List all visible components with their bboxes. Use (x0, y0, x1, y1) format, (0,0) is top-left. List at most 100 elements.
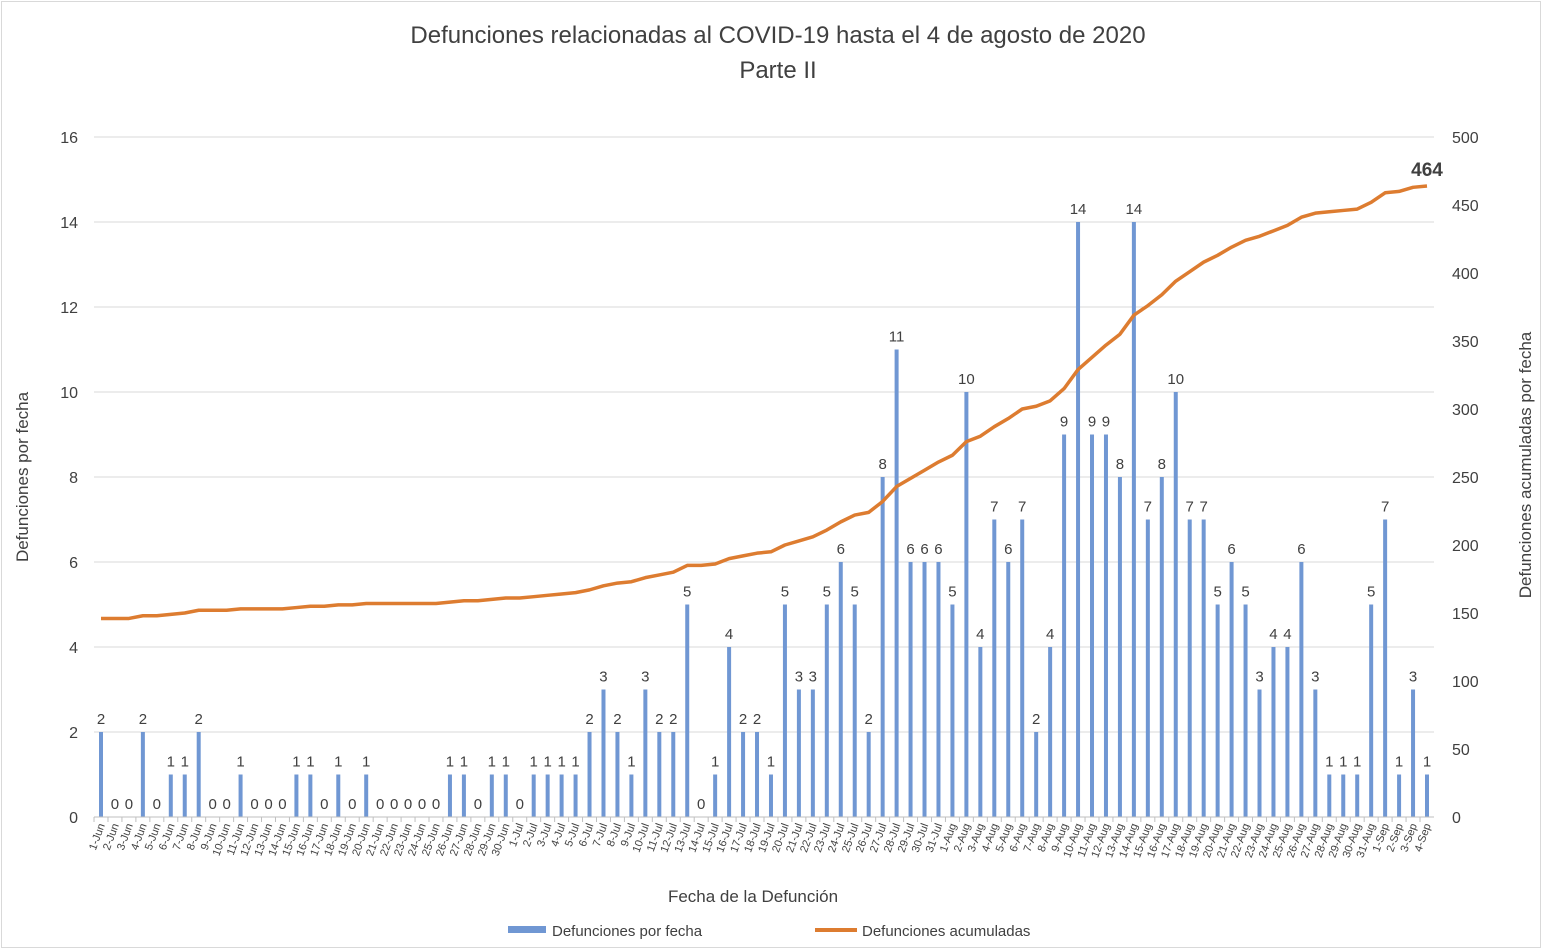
bar-data-label: 2 (655, 711, 663, 728)
bar (489, 774, 494, 817)
bar (1383, 519, 1388, 817)
y-right-tick-label: 500 (1452, 130, 1479, 147)
y-right-tick-label: 150 (1452, 606, 1479, 623)
bar (992, 519, 997, 817)
bar (1341, 774, 1346, 817)
bar-data-label: 0 (390, 796, 398, 813)
bar-data-label: 0 (320, 796, 328, 813)
y-axis-left-title: Defunciones por fecha (13, 391, 32, 562)
bar (629, 774, 634, 817)
bar-data-label: 1 (543, 754, 551, 771)
bar-data-label: 2 (753, 711, 761, 728)
bar (1117, 477, 1122, 817)
bar (1397, 774, 1402, 817)
bar-data-label: 0 (376, 796, 384, 813)
bar-data-label: 5 (1213, 584, 1221, 601)
bar (1411, 689, 1416, 817)
bar (936, 562, 941, 817)
bar-data-label: 2 (669, 711, 677, 728)
bar (852, 604, 857, 817)
y-right-tick-label: 100 (1452, 674, 1479, 691)
bar (838, 562, 843, 817)
bar-data-label: 14 (1126, 201, 1143, 218)
bar-data-label: 1 (502, 754, 510, 771)
bar (238, 774, 243, 817)
bar-data-label: 3 (1255, 669, 1263, 686)
bar (1090, 434, 1095, 817)
bar-data-label: 9 (1102, 414, 1110, 431)
bar-data-label: 7 (1200, 499, 1208, 516)
bar-data-label: 1 (362, 754, 370, 771)
bar (587, 732, 592, 817)
bar (447, 774, 452, 817)
bar-data-label: 1 (306, 754, 314, 771)
bar-data-label: 3 (1311, 669, 1319, 686)
bar-data-label: 5 (851, 584, 859, 601)
bar-data-label: 1 (236, 754, 244, 771)
chart-title: Defunciones relacionadas al COVID-19 has… (410, 22, 1145, 49)
bar-data-label: 0 (348, 796, 356, 813)
legend: Defunciones por fecha Defunciones acumul… (508, 923, 1030, 940)
bar-data-label: 3 (599, 669, 607, 686)
bar (294, 774, 299, 817)
bar (1201, 519, 1206, 817)
bar (1048, 647, 1053, 817)
bar (1243, 604, 1248, 817)
bar (922, 562, 927, 817)
bar-data-label: 2 (195, 711, 203, 728)
bar-data-label: 0 (278, 796, 286, 813)
bar-data-label: 4 (976, 626, 984, 643)
y-right-tick-label: 250 (1452, 470, 1479, 487)
bar (364, 774, 369, 817)
bar (1257, 689, 1262, 817)
bar-data-label: 1 (1395, 754, 1403, 771)
bar (182, 774, 187, 817)
y-left-tick-label: 12 (60, 300, 78, 317)
bar-data-label: 1 (1325, 754, 1333, 771)
legend-bar-label: Defunciones por fecha (552, 923, 703, 940)
cumulative-final-label: 464 (1411, 160, 1443, 181)
bar-data-label: 0 (153, 796, 161, 813)
bar (1020, 519, 1025, 817)
bar-data-label: 7 (1381, 499, 1389, 516)
bar-data-label: 6 (1227, 541, 1235, 558)
chart-subtitle: Parte II (739, 57, 816, 84)
bar (796, 689, 801, 817)
bar (1076, 222, 1081, 817)
y-left-tick-label: 14 (60, 215, 78, 232)
bar-data-label: 1 (460, 754, 468, 771)
bar-data-label: 1 (1339, 754, 1347, 771)
bar (1215, 604, 1220, 817)
bar-data-label: 0 (264, 796, 272, 813)
bar (1006, 562, 1011, 817)
bar (643, 689, 648, 817)
bar (461, 774, 466, 817)
bar-data-label: 8 (878, 456, 886, 473)
bar-data-label: 1 (767, 754, 775, 771)
y-right-tick-label: 300 (1452, 402, 1479, 419)
bar-data-label: 7 (1186, 499, 1194, 516)
bar-data-label: 6 (920, 541, 928, 558)
bar (894, 349, 899, 817)
y-right-tick-label: 50 (1452, 742, 1470, 759)
bar-data-label: 1 (292, 754, 300, 771)
bar-data-label: 0 (125, 796, 133, 813)
bar-data-label: 6 (837, 541, 845, 558)
bar (810, 689, 815, 817)
bar (741, 732, 746, 817)
bar-data-label: 9 (1060, 414, 1068, 431)
bar (964, 392, 969, 817)
bar-data-label: 1 (181, 754, 189, 771)
bar (1131, 222, 1136, 817)
bar-data-label: 4 (725, 626, 733, 643)
y-left-tick-label: 2 (69, 725, 78, 742)
bar (531, 774, 536, 817)
bar (1313, 689, 1318, 817)
bar-data-label: 7 (1018, 499, 1026, 516)
bar-data-label: 7 (990, 499, 998, 516)
bar (573, 774, 578, 817)
bar (1145, 519, 1150, 817)
bar-data-label: 1 (334, 754, 342, 771)
legend-line-label: Defunciones acumuladas (862, 923, 1030, 940)
